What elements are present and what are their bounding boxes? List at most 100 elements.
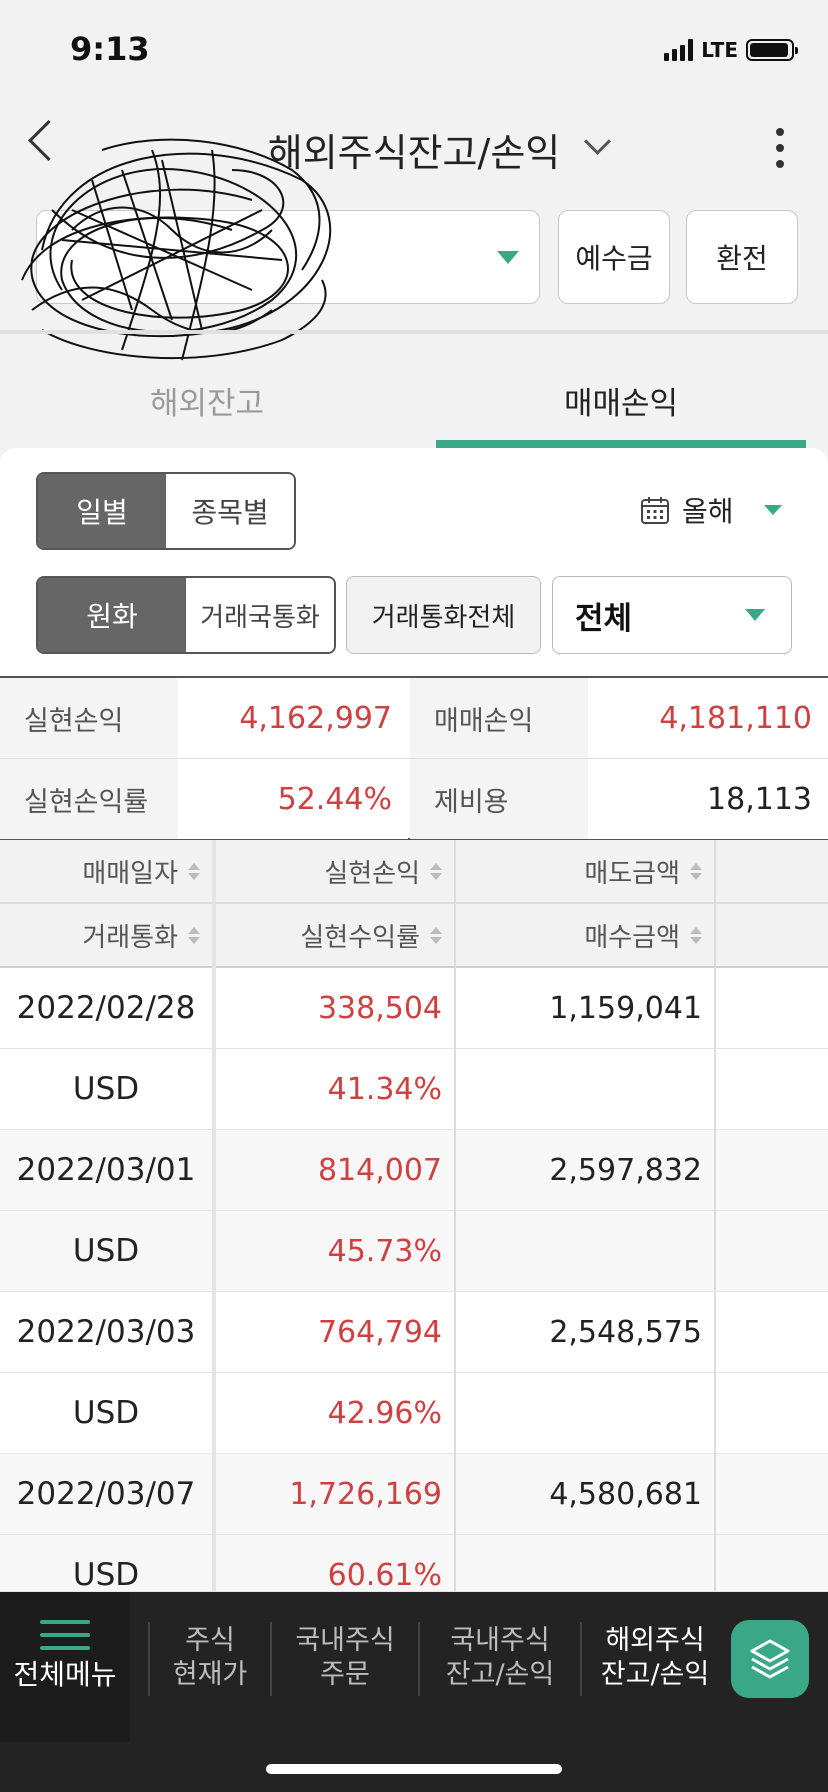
- currency-toggle: 원화 거래국통화: [36, 576, 336, 654]
- trade-pl-label: 매매손익: [410, 678, 588, 758]
- table-row[interactable]: 2022/03/01 814,007 2,597,832: [0, 1130, 828, 1211]
- table-header-row: 매매일자 실현손익 매도금액 매도: [0, 840, 828, 904]
- status-time: 9:13: [70, 30, 150, 68]
- nav-separator: [580, 1622, 582, 1696]
- network-type: LTE: [701, 38, 738, 62]
- toggle-local-currency[interactable]: 거래국통화: [186, 578, 334, 652]
- table-header-row: 거래통화 실현수익률 매수금액 매수: [0, 904, 828, 968]
- home-indicator: [266, 1764, 562, 1774]
- trade-currency: USD: [72, 1071, 140, 1107]
- dropdown-icon: [497, 251, 519, 264]
- page-title[interactable]: 해외주식잔고/손익: [267, 131, 561, 175]
- sort-icon: [690, 863, 702, 880]
- menu-icon[interactable]: [40, 1620, 90, 1659]
- realized-rate-value: 52.44%: [178, 759, 408, 839]
- trade-date: 2022/03/07: [16, 1476, 196, 1512]
- header-realized-pl[interactable]: 실현손익: [214, 840, 454, 902]
- header-sell-amount[interactable]: 매도금액: [456, 840, 714, 902]
- table-row[interactable]: USD 41.34%: [0, 1049, 828, 1130]
- nav-overseas-balance[interactable]: 해외주식 잔고/손익: [600, 1625, 710, 1690]
- table-row[interactable]: 2022/03/07 1,726,169 4,580,681: [0, 1454, 828, 1535]
- nav-separator: [148, 1622, 150, 1696]
- nav-domestic-order[interactable]: 국내주식 주문: [295, 1625, 395, 1690]
- realized-rate: 41.34%: [327, 1071, 442, 1107]
- date-range-selector[interactable]: 올해: [640, 490, 782, 530]
- table-row[interactable]: USD 60.61%: [0, 1535, 828, 1592]
- realized-pl: 1,726,169: [289, 1476, 442, 1512]
- column-divider: [212, 840, 216, 1592]
- trade-currency: USD: [72, 1395, 140, 1431]
- trade-currency: USD: [72, 1557, 140, 1592]
- toggle-krw[interactable]: 원화: [38, 578, 186, 652]
- sort-icon: [188, 863, 200, 880]
- trade-date: 2022/03/01: [16, 1152, 196, 1188]
- header-currency[interactable]: 거래통화: [0, 904, 212, 966]
- calendar-icon: [641, 497, 669, 524]
- trade-currency: USD: [72, 1233, 140, 1269]
- realized-rate: 45.73%: [327, 1233, 442, 1269]
- sell-amount: 2,548,575: [549, 1314, 702, 1350]
- sort-icon: [430, 863, 442, 880]
- tab-overseas-balance[interactable]: 해외잔고: [149, 386, 265, 422]
- fees-value: 18,113: [588, 759, 828, 839]
- table-row[interactable]: USD 42.96%: [0, 1373, 828, 1454]
- realized-pl-value: 4,162,997: [178, 678, 408, 758]
- layers-button[interactable]: [731, 1620, 809, 1698]
- trade-date: 2022/03/03: [16, 1314, 196, 1350]
- nav-separator: [270, 1622, 272, 1696]
- realized-pl: 338,504: [317, 990, 442, 1026]
- header-buy-partial[interactable]: 매수: [716, 904, 828, 966]
- trade-pl-value: 4,181,110: [588, 678, 828, 758]
- more-vert-icon[interactable]: [776, 128, 784, 168]
- table-row[interactable]: USD 45.73%: [0, 1211, 828, 1292]
- layers-icon: [750, 1639, 790, 1679]
- nav-separator: [418, 1622, 420, 1696]
- status-indicators: LTE: [664, 36, 798, 64]
- realized-rate: 42.96%: [327, 1395, 442, 1431]
- category-select-value: 전체: [575, 601, 633, 637]
- realized-rate: 60.61%: [327, 1557, 442, 1592]
- sort-icon: [188, 927, 200, 944]
- table-row[interactable]: 2022/03/03 764,794 2,548,575: [0, 1292, 828, 1373]
- redaction-scribble: [21, 138, 332, 361]
- fees-label: 제비용: [410, 759, 588, 839]
- toggle-daily[interactable]: 일별: [38, 474, 166, 548]
- battery-icon: [746, 39, 798, 61]
- column-divider: [714, 840, 716, 1592]
- exchange-button[interactable]: 환전: [686, 210, 798, 304]
- realized-pl: 764,794: [317, 1314, 442, 1350]
- date-range-label: 올해: [682, 495, 734, 528]
- signal-icon: [664, 39, 694, 61]
- bottom-navigation: [0, 1592, 828, 1792]
- nav-stock-price[interactable]: 주식 현재가: [172, 1625, 248, 1690]
- sell-amount: 2,597,832: [549, 1152, 702, 1188]
- dropdown-icon: [745, 609, 765, 621]
- nav-domestic-balance[interactable]: 국내주식 잔고/손익: [445, 1625, 555, 1690]
- realized-rate-label: 실현손익률: [0, 759, 178, 839]
- header-buy-amount[interactable]: 매수금액: [456, 904, 714, 966]
- sell-amount: 4,580,681: [549, 1476, 702, 1512]
- menu-button-bg: [0, 1592, 130, 1742]
- sort-icon: [430, 927, 442, 944]
- toggle-by-stock[interactable]: 종목별: [166, 474, 294, 548]
- header-divider: [0, 330, 828, 334]
- category-select[interactable]: 전체: [552, 576, 792, 654]
- dropdown-icon: [763, 505, 782, 515]
- tab-trade-pl[interactable]: 매매손익: [563, 386, 679, 422]
- column-divider: [454, 840, 456, 1592]
- active-tab-indicator: [436, 440, 806, 448]
- deposit-button[interactable]: 예수금: [558, 210, 670, 304]
- summary-table: 실현손익 4,162,997 매매손익 4,181,110 실현손익률 52.4…: [0, 676, 828, 840]
- header-trade-date[interactable]: 매매일자: [0, 840, 212, 902]
- realized-pl: 814,007: [317, 1152, 442, 1188]
- period-toggle: 일별 종목별: [36, 472, 296, 550]
- nav-all-menu[interactable]: 전체메뉴: [13, 1658, 117, 1691]
- currency-all-button[interactable]: 거래통화전체: [346, 576, 541, 654]
- header-realized-rate[interactable]: 실현수익률: [214, 904, 454, 966]
- realized-pl-label: 실현손익: [0, 678, 178, 758]
- header-sell-partial[interactable]: 매도: [716, 840, 828, 902]
- trade-date: 2022/02/28: [16, 990, 196, 1026]
- table-row[interactable]: 2022/02/28 338,504 1,159,041: [0, 968, 828, 1049]
- sell-amount: 1,159,041: [549, 990, 702, 1026]
- sort-icon: [690, 927, 702, 944]
